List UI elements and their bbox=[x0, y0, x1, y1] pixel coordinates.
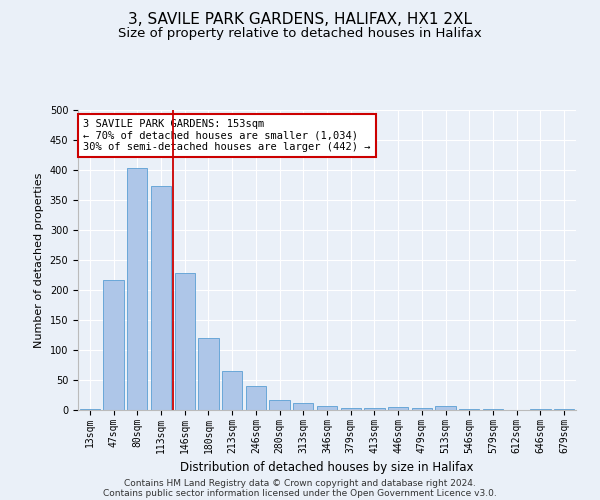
Text: Contains public sector information licensed under the Open Government Licence v3: Contains public sector information licen… bbox=[103, 488, 497, 498]
Bar bbox=[341, 408, 361, 410]
Y-axis label: Number of detached properties: Number of detached properties bbox=[34, 172, 44, 348]
Bar bbox=[80, 409, 100, 410]
Bar bbox=[175, 273, 195, 410]
Bar bbox=[364, 408, 385, 410]
X-axis label: Distribution of detached houses by size in Halifax: Distribution of detached houses by size … bbox=[180, 461, 474, 474]
Bar bbox=[412, 408, 432, 410]
Bar bbox=[246, 386, 266, 410]
Bar bbox=[293, 403, 313, 410]
Bar bbox=[436, 406, 455, 410]
Bar bbox=[199, 338, 218, 410]
Text: Contains HM Land Registry data © Crown copyright and database right 2024.: Contains HM Land Registry data © Crown c… bbox=[124, 478, 476, 488]
Bar bbox=[222, 371, 242, 410]
Bar bbox=[388, 407, 408, 410]
Bar bbox=[103, 280, 124, 410]
Text: 3 SAVILE PARK GARDENS: 153sqm
← 70% of detached houses are smaller (1,034)
30% o: 3 SAVILE PARK GARDENS: 153sqm ← 70% of d… bbox=[83, 119, 370, 152]
Bar bbox=[127, 168, 148, 410]
Bar bbox=[317, 406, 337, 410]
Bar bbox=[151, 186, 171, 410]
Bar bbox=[269, 400, 290, 410]
Text: 3, SAVILE PARK GARDENS, HALIFAX, HX1 2XL: 3, SAVILE PARK GARDENS, HALIFAX, HX1 2XL bbox=[128, 12, 472, 28]
Text: Size of property relative to detached houses in Halifax: Size of property relative to detached ho… bbox=[118, 28, 482, 40]
